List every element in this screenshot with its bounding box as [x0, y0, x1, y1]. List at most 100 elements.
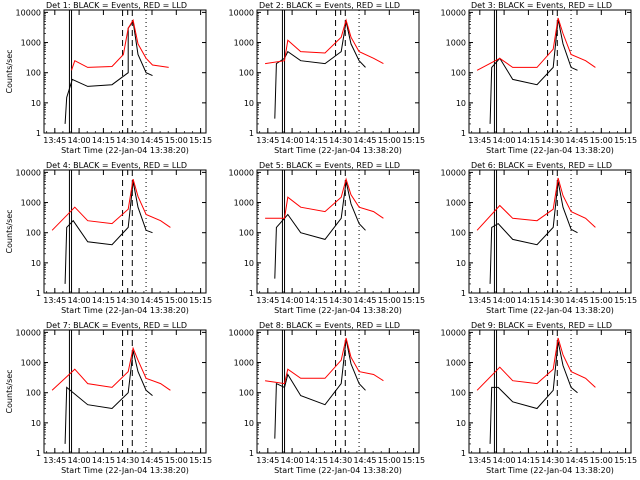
x-tick-label: 14:15	[92, 456, 115, 465]
x-tick-label: 13:45	[468, 136, 491, 145]
x-tick-label: 14:00	[68, 456, 91, 465]
x-tick-label: 14:45	[140, 456, 163, 465]
series-lld-line	[476, 177, 596, 231]
x-tick-label: 15:00	[590, 456, 613, 465]
series-events-line	[274, 21, 366, 119]
x-tick-label: 14:15	[305, 296, 328, 305]
x-tick-label: 14:45	[353, 296, 376, 305]
series-lld-line	[51, 346, 171, 391]
x-tick-label: 14:30	[541, 296, 564, 305]
y-tick-label: 100	[451, 69, 466, 78]
x-tick-label: 13:45	[468, 296, 491, 305]
x-tick-label: 14:45	[140, 296, 163, 305]
x-tick-label: 15:15	[402, 136, 425, 145]
panel-title: Det 8: BLACK = Events, RED = LLD	[259, 321, 400, 330]
x-tick-label: 15:15	[189, 136, 212, 145]
series-events-line	[64, 350, 153, 444]
plot-frame	[468, 329, 632, 454]
y-tick-label: 10000	[16, 328, 41, 337]
y-tick-label: 1	[249, 289, 254, 298]
x-tick-label: 15:00	[165, 136, 188, 145]
panel-title: Det 7: BLACK = Events, RED = LLD	[46, 321, 187, 330]
series-events-line	[489, 19, 578, 124]
y-tick-label: 1000	[234, 359, 254, 368]
x-tick-label: 13:45	[256, 296, 279, 305]
x-tick-label: 15:00	[165, 296, 188, 305]
x-tick-label: 14:15	[305, 456, 328, 465]
y-tick-label: 1000	[234, 39, 254, 48]
plot-frame	[43, 9, 207, 134]
y-tick-label: 10000	[441, 168, 466, 177]
x-tick-label: 13:45	[43, 296, 66, 305]
y-axis-label: Counts/sec	[5, 49, 14, 93]
y-tick-label: 10000	[441, 8, 466, 17]
x-axis-label: Start Time (22-Jan-04 13:38:20)	[61, 146, 189, 155]
series-lld-line	[265, 337, 384, 385]
x-tick-label: 13:45	[256, 456, 279, 465]
y-axis-label: Counts/sec	[5, 369, 14, 413]
detector-panel-9: Det 9: BLACK = Events, RED = LLD 1 10 100 10…	[441, 321, 638, 475]
series-events-line	[274, 181, 366, 279]
y-tick-label: 1	[249, 449, 254, 458]
y-tick-label: 1	[249, 129, 254, 138]
y-axis-label: Counts/sec	[5, 209, 14, 253]
y-tick-label: 10	[244, 259, 254, 268]
y-tick-label: 100	[26, 389, 41, 398]
x-tick-label: 13:45	[256, 136, 279, 145]
x-tick-label: 14:30	[329, 136, 352, 145]
y-tick-label: 100	[239, 389, 254, 398]
x-axis-label: Start Time (22-Jan-04 13:38:20)	[274, 146, 402, 155]
series-events-line	[489, 181, 578, 284]
y-tick-label: 1000	[21, 39, 41, 48]
panel-title: Det 9: BLACK = Events, RED = LLD	[471, 321, 612, 330]
x-tick-label: 14:45	[565, 296, 588, 305]
panel-title: Det 5: BLACK = Events, RED = LLD	[259, 161, 400, 170]
y-tick-label: 10	[31, 419, 41, 428]
x-tick-label: 14:15	[305, 136, 328, 145]
plot-frame	[256, 329, 420, 454]
detector-panel-4: Det 4: BLACK = Events, RED = LLD 1 10 100 10…	[5, 161, 212, 315]
x-axis-label: Start Time (22-Jan-04 13:38:20)	[61, 466, 189, 475]
y-tick-label: 10	[31, 259, 41, 268]
x-tick-label: 14:00	[281, 456, 304, 465]
x-tick-label: 15:15	[614, 456, 637, 465]
x-tick-label: 14:30	[541, 456, 564, 465]
y-tick-label: 1	[461, 129, 466, 138]
y-tick-label: 10000	[229, 168, 254, 177]
x-tick-label: 14:45	[353, 456, 376, 465]
series-lld-line	[71, 18, 169, 71]
x-tick-label: 14:30	[116, 456, 139, 465]
x-tick-label: 14:00	[68, 296, 91, 305]
x-axis-label: Start Time (22-Jan-04 13:38:20)	[486, 306, 614, 315]
detector-panel-2: Det 2: BLACK = Events, RED = LLD 1 10 100 10…	[229, 1, 426, 155]
x-tick-label: 15:15	[189, 296, 212, 305]
x-tick-label: 15:15	[402, 456, 425, 465]
y-tick-label: 1	[36, 129, 41, 138]
x-tick-label: 15:15	[189, 456, 212, 465]
x-tick-label: 14:15	[517, 136, 540, 145]
x-tick-label: 15:00	[165, 456, 188, 465]
plot-frame	[43, 329, 207, 454]
y-tick-label: 1000	[21, 199, 41, 208]
panel-title: Det 6: BLACK = Events, RED = LLD	[471, 161, 612, 170]
x-tick-label: 15:00	[378, 136, 401, 145]
y-tick-label: 1000	[446, 359, 466, 368]
x-tick-label: 14:30	[116, 136, 139, 145]
x-tick-label: 14:15	[517, 456, 540, 465]
plot-frame	[256, 9, 420, 134]
y-tick-label: 1000	[21, 359, 41, 368]
series-lld-line	[476, 17, 596, 71]
series-lld-line	[51, 178, 171, 231]
x-tick-label: 14:00	[493, 136, 516, 145]
x-tick-label: 14:30	[329, 456, 352, 465]
x-axis-label: Start Time (22-Jan-04 13:38:20)	[274, 466, 402, 475]
series-lld-line	[265, 18, 384, 65]
y-tick-label: 100	[239, 229, 254, 238]
y-tick-label: 100	[451, 389, 466, 398]
series-events-line	[489, 341, 578, 444]
x-tick-label: 14:00	[68, 136, 91, 145]
panel-title: Det 3: BLACK = Events, RED = LLD	[471, 1, 612, 10]
y-tick-label: 10	[456, 419, 466, 428]
x-tick-label: 14:30	[329, 296, 352, 305]
